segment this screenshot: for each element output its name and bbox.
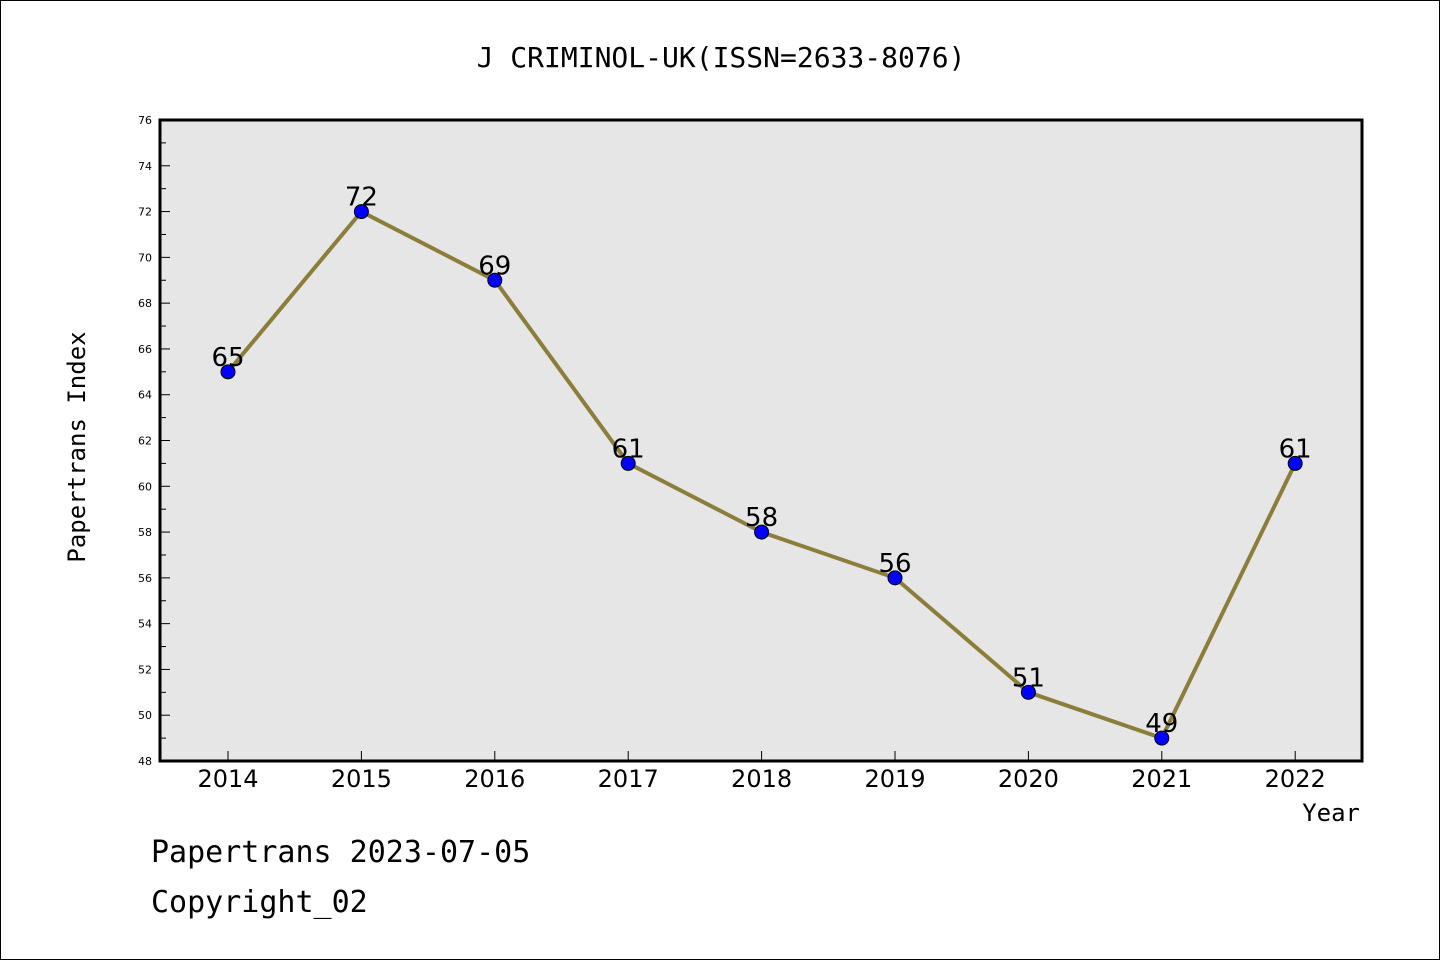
x-tick-label: 2019 xyxy=(864,765,925,793)
data-point-marker xyxy=(220,364,236,380)
footer-copyright: Copyright_02 xyxy=(151,885,368,920)
data-point-marker xyxy=(353,204,369,220)
data-point-label: 56 xyxy=(878,549,911,579)
data-point-marker xyxy=(887,570,903,586)
y-tick-label: 66 xyxy=(138,343,152,356)
data-point-marker xyxy=(487,272,503,288)
y-tick-label: 74 xyxy=(138,160,152,173)
y-tick-label: 52 xyxy=(138,663,152,676)
x-tick-label: 2021 xyxy=(1131,765,1192,793)
data-point-label: 61 xyxy=(1279,434,1312,464)
y-tick-label: 72 xyxy=(138,206,152,219)
data-point-marker xyxy=(754,524,770,540)
x-tick-label: 2014 xyxy=(197,765,258,793)
data-labels: 65 72 69 61 58 56 51 49 61 xyxy=(211,183,1311,740)
x-tick-label: 2020 xyxy=(998,765,1059,793)
footer-date: Papertrans 2023-07-05 xyxy=(151,835,531,870)
data-point-marker xyxy=(620,455,636,471)
y-tick-label: 56 xyxy=(138,572,152,585)
y-tick-label: 64 xyxy=(138,389,152,402)
plot-area xyxy=(158,118,1364,763)
y-tick-label: 48 xyxy=(138,755,152,768)
x-tick-label: 2016 xyxy=(464,765,525,793)
data-point-marker xyxy=(1154,730,1170,746)
x-tick-label: 2017 xyxy=(598,765,659,793)
data-point-label: 72 xyxy=(345,183,378,213)
y-tick-label: 50 xyxy=(138,709,152,722)
y-tick-label: 54 xyxy=(138,618,152,631)
data-point-label: 58 xyxy=(745,503,778,533)
y-axis: 48 50 52 54 56 58 60 62 64 66 68 70 72 74 76 xyxy=(138,114,170,768)
data-point-label: 69 xyxy=(478,251,511,281)
y-axis-label: Papertrans Index xyxy=(63,331,91,562)
y-tick-label: 60 xyxy=(138,480,152,493)
data-point-label: 51 xyxy=(1012,663,1045,693)
y-tick-label: 68 xyxy=(138,297,152,310)
data-point-label: 49 xyxy=(1145,709,1178,739)
y-tick-label: 76 xyxy=(138,114,152,127)
y-tick-label: 70 xyxy=(138,251,152,264)
x-tick-label: 2022 xyxy=(1265,765,1326,793)
data-point-label: 61 xyxy=(612,434,645,464)
y-tick-label: 62 xyxy=(138,435,152,448)
x-tick-label: 2015 xyxy=(331,765,392,793)
x-axis: 2014 2015 2016 2017 2018 2019 2020 2021 2022 xyxy=(197,751,1326,793)
data-points xyxy=(220,204,1303,746)
data-point-marker xyxy=(1287,455,1303,471)
x-axis-label: Year xyxy=(1302,799,1360,827)
x-tick-label: 2018 xyxy=(731,765,792,793)
data-point-label: 65 xyxy=(211,343,244,373)
y-tick-label: 58 xyxy=(138,526,152,539)
chart-title: J CRIMINOL-UK(ISSN=2633-8076) xyxy=(477,41,966,74)
data-point-marker xyxy=(1020,684,1036,700)
